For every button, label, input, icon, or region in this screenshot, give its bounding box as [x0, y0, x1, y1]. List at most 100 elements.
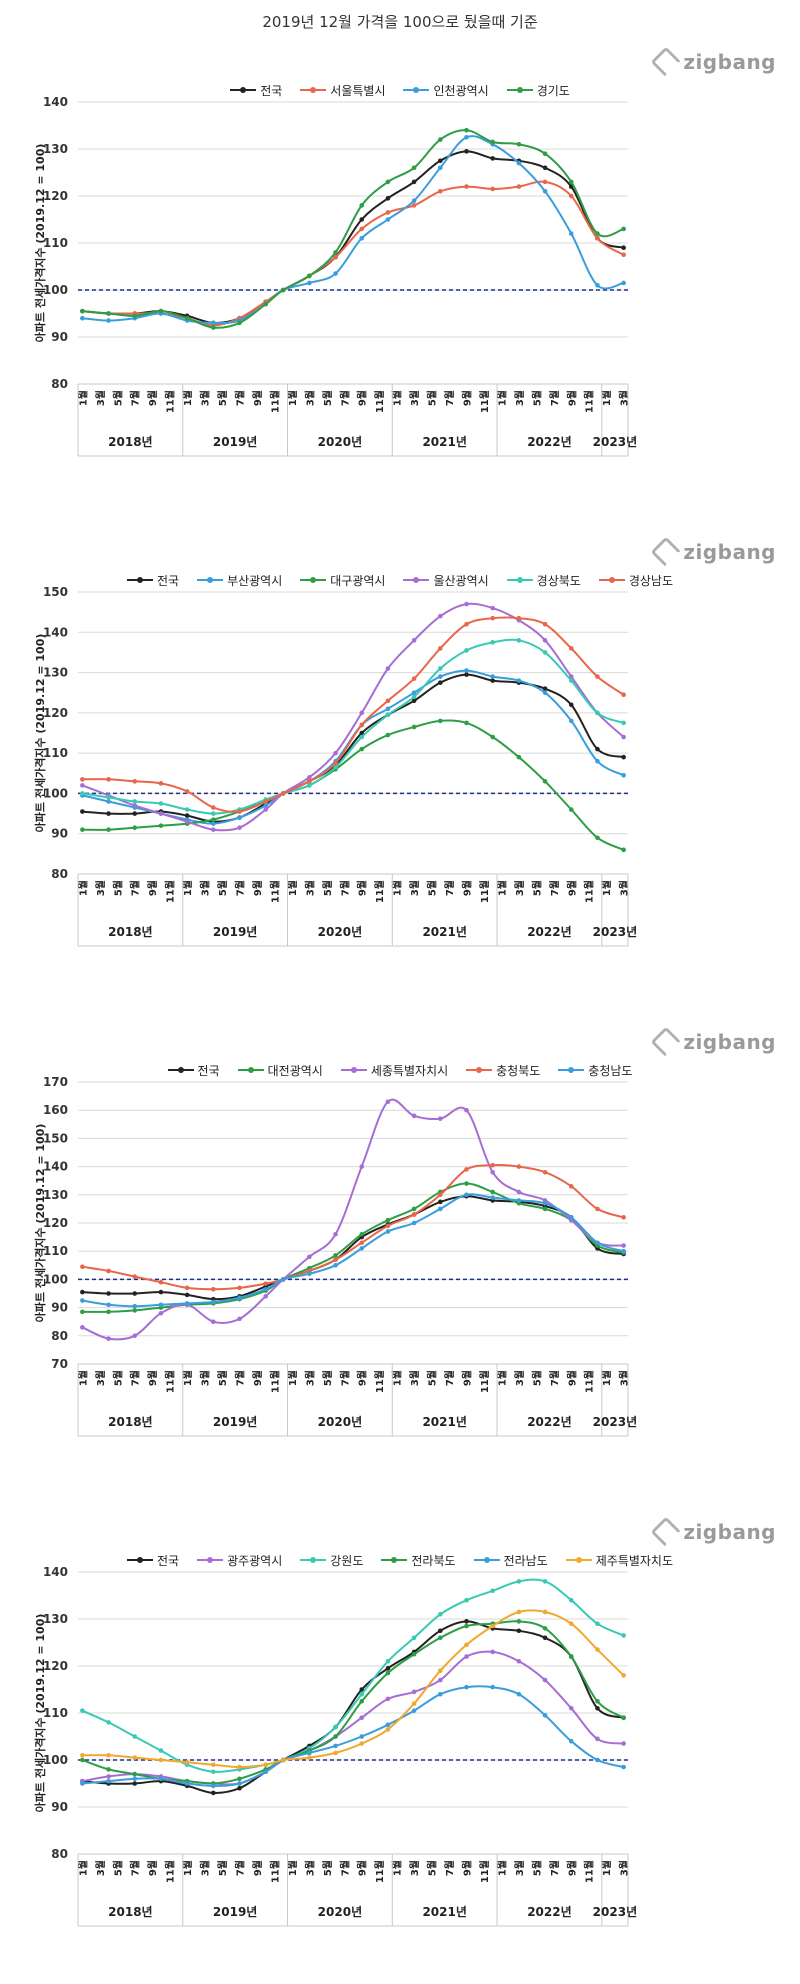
x-month-label: 3월 — [514, 880, 526, 896]
data-point — [359, 203, 365, 208]
x-month-label: 11월 — [479, 1860, 491, 1883]
x-month-label: 1월 — [496, 1370, 508, 1386]
legend-label: 경기도 — [536, 83, 570, 98]
x-month-label: 1월 — [77, 880, 89, 896]
data-point — [438, 1116, 443, 1121]
data-point — [542, 638, 548, 643]
data-point — [132, 1734, 138, 1739]
zigbang-watermark: zigbang — [650, 536, 776, 568]
data-point — [80, 1708, 85, 1713]
data-point — [411, 1113, 417, 1119]
data-point — [464, 127, 469, 133]
data-point — [132, 1333, 138, 1339]
y-tick-label: 70 — [51, 1357, 68, 1371]
data-point — [385, 196, 391, 201]
legend-item: 전국 — [126, 572, 179, 589]
data-point — [307, 775, 312, 780]
x-month-label: 3월 — [200, 390, 212, 406]
chart-legend: 전국 서울특별시 인천광역시 경기도 — [0, 80, 800, 100]
y-tick-label: 160 — [43, 1103, 68, 1117]
x-month-label: 9월 — [147, 390, 159, 406]
data-point — [158, 308, 164, 314]
series-line — [82, 1609, 625, 1769]
data-point — [490, 186, 495, 192]
x-month-label: 5월 — [427, 390, 439, 406]
data-point — [385, 712, 391, 718]
data-point — [490, 640, 495, 645]
legend-swatch — [506, 85, 533, 95]
x-month-label: 11월 — [269, 880, 281, 903]
data-point — [359, 1734, 365, 1739]
data-point — [307, 783, 312, 788]
x-month-label: 9월 — [461, 1370, 473, 1386]
data-point — [621, 226, 626, 232]
data-point — [307, 280, 312, 286]
x-year-label: 2019년 — [213, 435, 257, 449]
data-point — [490, 605, 495, 611]
x-month-label: 7월 — [339, 1370, 351, 1386]
x-month-label: 5월 — [217, 880, 229, 896]
data-point — [263, 807, 268, 812]
x-month-label: 9월 — [357, 1860, 369, 1876]
x-month-label: 11월 — [479, 880, 491, 903]
data-point — [211, 1299, 216, 1305]
data-point — [385, 1223, 391, 1229]
data-point — [211, 325, 216, 330]
data-point — [80, 1781, 85, 1786]
data-point — [80, 1298, 85, 1303]
data-point — [464, 149, 469, 154]
data-point — [237, 320, 242, 326]
data-point — [464, 672, 469, 677]
data-point — [542, 1626, 548, 1631]
data-point — [80, 308, 85, 314]
data-point — [464, 1107, 469, 1113]
data-point — [237, 1776, 242, 1782]
y-tick-label: 150 — [43, 585, 68, 599]
chart-svg: 70 80 90 100 110 120 130 140 150 160 170 아파트 전세가격지수… — [33, 1075, 637, 1437]
y-tick-label: 110 — [43, 746, 68, 760]
data-point — [516, 638, 522, 643]
data-point — [621, 1215, 626, 1220]
data-point — [106, 1336, 111, 1341]
x-month-label: 9월 — [252, 390, 264, 406]
data-point — [106, 777, 111, 782]
data-point — [411, 1220, 417, 1226]
legend-label: 전국 — [197, 1063, 220, 1078]
x-month-label: 7월 — [444, 390, 456, 406]
series-line — [82, 129, 624, 329]
data-point — [438, 158, 443, 164]
data-point — [307, 1254, 312, 1260]
legend-label: 전라남도 — [503, 1553, 548, 1568]
data-point — [621, 252, 626, 258]
x-month-label: 1월 — [77, 390, 89, 406]
data-point — [595, 283, 600, 288]
data-point — [106, 795, 111, 800]
legend-swatch — [230, 85, 257, 95]
data-point — [595, 1647, 600, 1652]
data-point — [211, 1769, 216, 1775]
data-point — [438, 189, 443, 194]
data-point — [237, 825, 242, 830]
data-point — [411, 198, 417, 203]
x-month-label: 3월 — [200, 1370, 212, 1386]
x-month-label: 5월 — [322, 390, 334, 406]
x-month-label: 9월 — [566, 1860, 578, 1876]
legend-label: 전라북도 — [411, 1553, 456, 1568]
series-line — [82, 180, 625, 327]
x-month-label: 9월 — [147, 1370, 159, 1386]
data-point — [184, 1285, 190, 1291]
data-point — [359, 722, 365, 728]
x-month-label: 3월 — [95, 880, 107, 896]
data-point — [568, 1184, 574, 1189]
data-point — [464, 134, 469, 140]
watermark-text: zigbang — [683, 1030, 776, 1054]
x-month-label: 1월 — [496, 390, 508, 406]
data-point — [106, 811, 111, 816]
x-year-label: 2023년 — [593, 925, 637, 939]
x-month-label: 7월 — [235, 880, 247, 896]
x-month-label: 9월 — [566, 880, 578, 896]
x-month-label: 5월 — [112, 1370, 124, 1386]
data-point — [411, 1651, 417, 1657]
data-point — [184, 1292, 190, 1298]
y-tick-label: 140 — [43, 95, 68, 109]
